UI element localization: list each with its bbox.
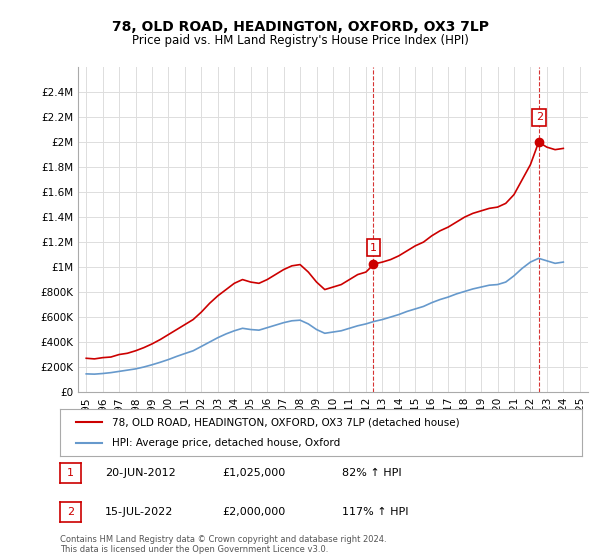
Text: 78, OLD ROAD, HEADINGTON, OXFORD, OX3 7LP: 78, OLD ROAD, HEADINGTON, OXFORD, OX3 7L…	[112, 20, 488, 34]
Text: 117% ↑ HPI: 117% ↑ HPI	[342, 507, 409, 517]
Text: 15-JUL-2022: 15-JUL-2022	[105, 507, 173, 517]
Text: 20-JUN-2012: 20-JUN-2012	[105, 468, 176, 478]
Text: HPI: Average price, detached house, Oxford: HPI: Average price, detached house, Oxfo…	[112, 438, 340, 448]
Text: Price paid vs. HM Land Registry's House Price Index (HPI): Price paid vs. HM Land Registry's House …	[131, 34, 469, 46]
Text: 1: 1	[67, 468, 74, 478]
Text: 2: 2	[67, 507, 74, 517]
Text: Contains HM Land Registry data © Crown copyright and database right 2024.: Contains HM Land Registry data © Crown c…	[60, 535, 386, 544]
Text: 78, OLD ROAD, HEADINGTON, OXFORD, OX3 7LP (detached house): 78, OLD ROAD, HEADINGTON, OXFORD, OX3 7L…	[112, 417, 460, 427]
Text: 1: 1	[370, 242, 377, 253]
Text: This data is licensed under the Open Government Licence v3.0.: This data is licensed under the Open Gov…	[60, 545, 328, 554]
Text: £2,000,000: £2,000,000	[222, 507, 285, 517]
Text: 2: 2	[536, 112, 543, 122]
Text: 82% ↑ HPI: 82% ↑ HPI	[342, 468, 401, 478]
Text: £1,025,000: £1,025,000	[222, 468, 285, 478]
